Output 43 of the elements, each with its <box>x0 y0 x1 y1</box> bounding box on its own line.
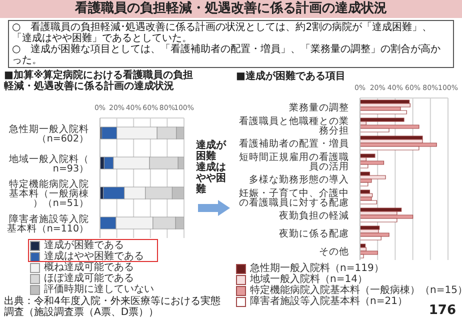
y-tick-label: その他 <box>319 246 349 258</box>
bar <box>360 124 420 129</box>
chart-title: ■加算※算定病院における看護職員の負担軽減・処遇改善に係る計画の達成状況 <box>4 70 194 92</box>
y-tick-label: 妊娠・子育て中、介護中の看護職員に対する配慮 <box>239 186 349 208</box>
legend-label: 急性期一般入院料（n=119） <box>250 263 384 274</box>
legend-label: 地域一般入院料（n=14） <box>250 274 368 285</box>
legend-label: 概ね達成可能である <box>44 262 134 273</box>
y-tick-label: 夜勤に係る配慮 <box>279 228 349 240</box>
bar <box>360 250 378 255</box>
y-tick-label: 障害者施設等入院基本料（n=110） <box>6 212 89 234</box>
text: ○ 達成が困難な項目としては、「看護補助者の配置・増員」、「業務量の調整」の割合が高かった。 <box>12 44 442 66</box>
y-tick-label: 地域一般入院料（n=93） <box>8 152 89 174</box>
y-tick-label: 業務量の調整 <box>289 102 349 114</box>
text: 達成が困難 <box>196 140 228 162</box>
bar <box>360 175 386 180</box>
bar <box>360 118 404 122</box>
y-tick-label: 看護職員と他職種との業務分担 <box>239 114 349 136</box>
source-note: 出典：令和4年度入院・外来医療等における実態調査（施設調査票（A票、D票）） <box>4 296 222 318</box>
text: 達成はやや困難 <box>196 162 227 195</box>
text: 看護職員の負担軽減・処遇改善に係る計画の達成状況 <box>0 0 462 18</box>
legend-label: 障害者施設等入院基本料（n=21） <box>250 296 408 307</box>
legend-label: 達成が困難である <box>44 240 124 251</box>
bar <box>360 160 384 165</box>
legend-label: 特定機能病院入院基本料（一般病棟）（n=15） <box>250 285 462 296</box>
y-tick-label: 特定機能病院入院基本料（一般病棟）（n=51） <box>9 178 89 209</box>
bar <box>360 214 414 219</box>
y-tick-label: 短時間正規雇用の看護職員の活用 <box>239 150 349 172</box>
text: ○ 看護職員の負担軽減･処遇改善に係る計画の状況としては、約2割の病院が「達成困難」、「達成はやや困難」であるとしていた。 <box>12 22 434 44</box>
y-tick-label: 急性期一般入院料（n=602） <box>8 122 89 144</box>
y-tick-label: 夜勤負担の軽減 <box>279 210 349 222</box>
bar <box>360 154 376 158</box>
legend-label: 達成はやや困難である <box>44 251 144 262</box>
y-tick-label: 看護補助者の配置・増員 <box>239 138 349 150</box>
text: 176 <box>428 303 456 318</box>
legend-label: ほぼ達成可能である <box>44 273 134 284</box>
chart-title: ■達成が困難である項目 <box>236 71 346 82</box>
bar <box>360 200 378 204</box>
y-tick-label: 多様な勤務形態の導入 <box>249 174 349 186</box>
legend-label: 評価時期に達していない <box>44 284 154 295</box>
bar <box>360 142 437 147</box>
bar <box>360 232 390 237</box>
bar <box>360 110 407 114</box>
bar <box>360 182 368 186</box>
